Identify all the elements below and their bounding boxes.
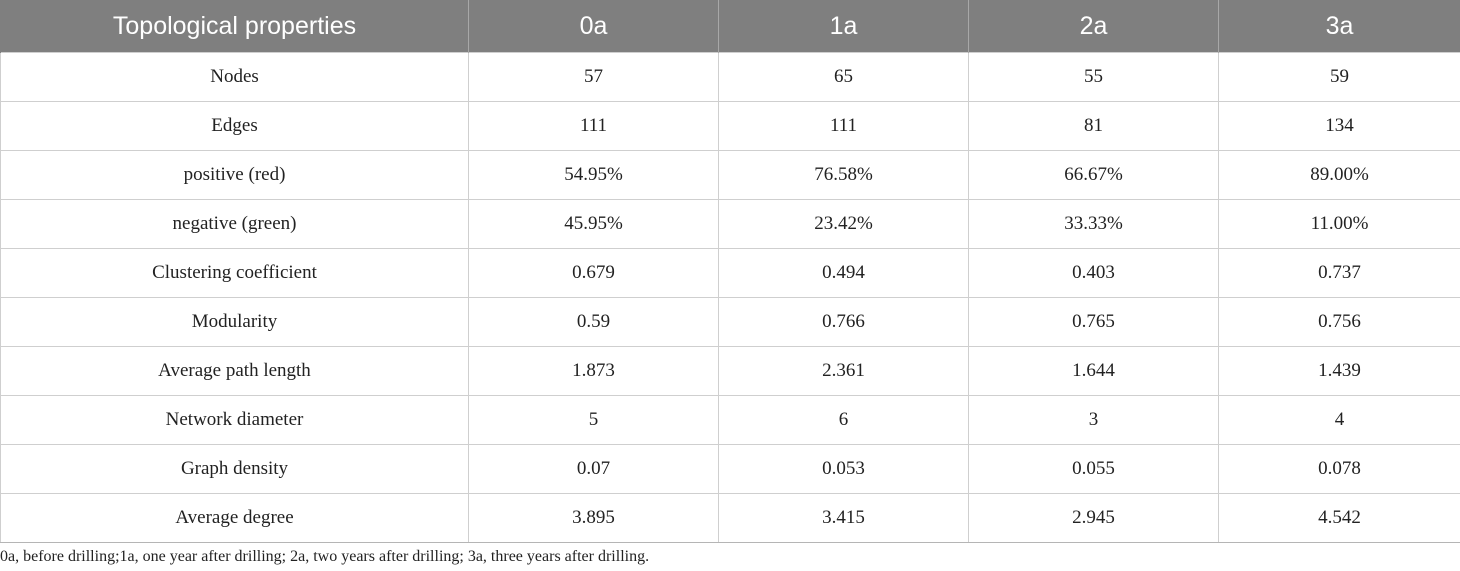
table-cell: 57 (468, 52, 719, 102)
table-cell: 0.756 (1218, 297, 1460, 347)
row-label: Network diameter (0, 395, 469, 445)
header-row: Topological properties 0a 1a 2a 3a (0, 0, 1460, 53)
table-cell: 23.42% (718, 199, 969, 249)
table-cell: 0.766 (718, 297, 969, 347)
table-body: Nodes 57 65 55 59 Edges 111 111 81 134 p… (0, 52, 1460, 543)
table-cell: 2.945 (968, 493, 1219, 543)
table-cell: 0.737 (1218, 248, 1460, 298)
table-row: Average degree 3.895 3.415 2.945 4.542 (0, 493, 1460, 543)
topology-table: Topological properties 0a 1a 2a 3a Nodes… (0, 0, 1460, 543)
row-label: positive (red) (0, 150, 469, 200)
table-footnote: 0a, before drilling;1a, one year after d… (0, 548, 650, 565)
row-label: Average path length (0, 346, 469, 396)
table-cell: 89.00% (1218, 150, 1460, 200)
table-cell: 33.33% (968, 199, 1219, 249)
table-cell: 45.95% (468, 199, 719, 249)
table-cell: 0.07 (468, 444, 719, 494)
table-cell: 0.679 (468, 248, 719, 298)
table-cell: 0.59 (468, 297, 719, 347)
table-cell: 1.644 (968, 346, 1219, 396)
table-cell: 3.895 (468, 493, 719, 543)
table-cell: 1.439 (1218, 346, 1460, 396)
table-cell: 0.494 (718, 248, 969, 298)
table-cell: 55 (968, 52, 1219, 102)
row-label: Nodes (0, 52, 469, 102)
table-row: Nodes 57 65 55 59 (0, 52, 1460, 102)
row-label: Modularity (0, 297, 469, 347)
table-row: Average path length 1.873 2.361 1.644 1.… (0, 346, 1460, 396)
row-label: negative (green) (0, 199, 469, 249)
table-cell: 2.361 (718, 346, 969, 396)
table-cell: 1.873 (468, 346, 719, 396)
header-topological-properties: Topological properties (0, 0, 469, 53)
table-cell: 0.055 (968, 444, 1219, 494)
table-row: Modularity 0.59 0.766 0.765 0.756 (0, 297, 1460, 347)
table-cell: 4.542 (1218, 493, 1460, 543)
table-cell: 0.053 (718, 444, 969, 494)
table-cell: 65 (718, 52, 969, 102)
table-row: Graph density 0.07 0.053 0.055 0.078 (0, 444, 1460, 494)
table-cell: 76.58% (718, 150, 969, 200)
table-cell: 4 (1218, 395, 1460, 445)
header-2a: 2a (968, 0, 1219, 53)
table-cell: 111 (718, 101, 969, 151)
table-header: Topological properties 0a 1a 2a 3a (0, 0, 1460, 53)
header-1a: 1a (718, 0, 969, 53)
row-label: Graph density (0, 444, 469, 494)
table-cell: 0.403 (968, 248, 1219, 298)
table-cell: 3 (968, 395, 1219, 445)
topology-table-container: Topological properties 0a 1a 2a 3a Nodes… (0, 0, 1460, 543)
row-label: Edges (0, 101, 469, 151)
row-label: Average degree (0, 493, 469, 543)
header-3a: 3a (1218, 0, 1460, 53)
table-row: Edges 111 111 81 134 (0, 101, 1460, 151)
table-cell: 54.95% (468, 150, 719, 200)
table-row: negative (green) 45.95% 23.42% 33.33% 11… (0, 199, 1460, 249)
table-cell: 59 (1218, 52, 1460, 102)
table-cell: 134 (1218, 101, 1460, 151)
table-cell: 11.00% (1218, 199, 1460, 249)
table-cell: 0.765 (968, 297, 1219, 347)
table-cell: 6 (718, 395, 969, 445)
table-cell: 66.67% (968, 150, 1219, 200)
table-cell: 111 (468, 101, 719, 151)
table-cell: 5 (468, 395, 719, 445)
table-cell: 0.078 (1218, 444, 1460, 494)
table-cell: 81 (968, 101, 1219, 151)
table-cell: 3.415 (718, 493, 969, 543)
table-row: positive (red) 54.95% 76.58% 66.67% 89.0… (0, 150, 1460, 200)
header-0a: 0a (468, 0, 719, 53)
table-row: Network diameter 5 6 3 4 (0, 395, 1460, 445)
table-row: Clustering coefficient 0.679 0.494 0.403… (0, 248, 1460, 298)
row-label: Clustering coefficient (0, 248, 469, 298)
